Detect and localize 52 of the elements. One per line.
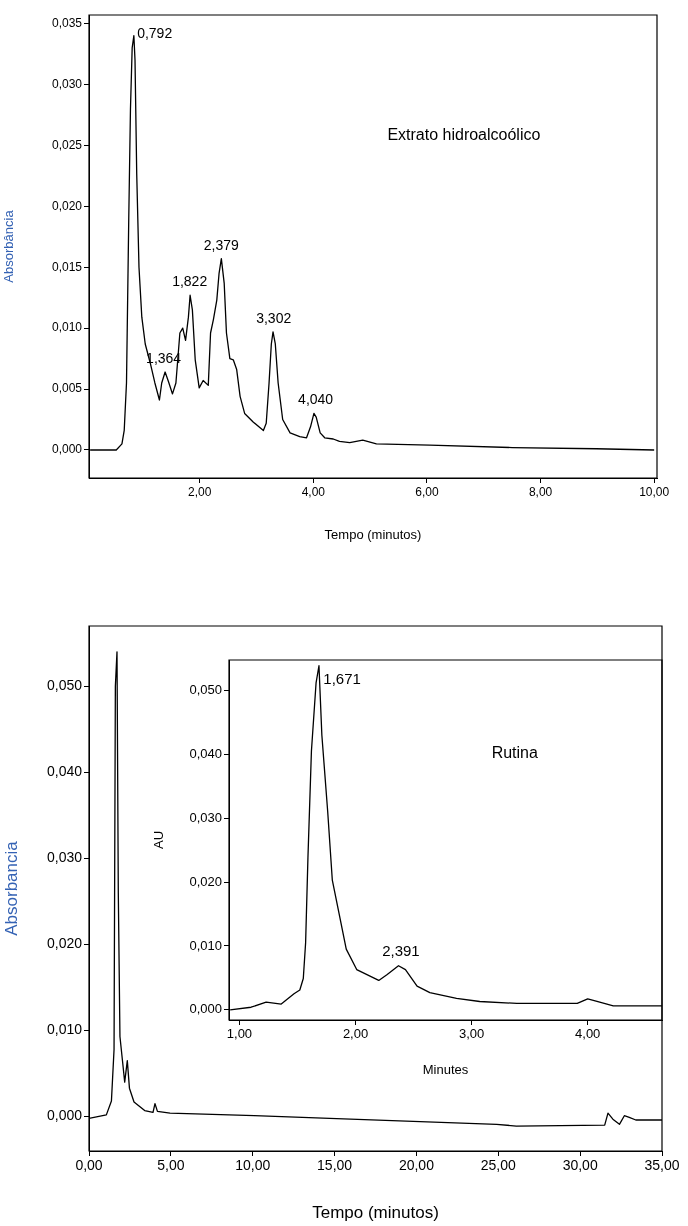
- y-tick-label: 0,020: [189, 873, 222, 889]
- y-tick-label: 0,030: [189, 809, 222, 825]
- x-tick-label: 35,00: [644, 1157, 680, 1174]
- annotation: 2,379: [203, 236, 240, 253]
- y-tick-label: 0,010: [46, 1021, 83, 1038]
- y-tick-label: 0,020: [46, 935, 83, 952]
- x-tick-label: 15,00: [317, 1157, 353, 1174]
- y-axis-title: Absorbancia: [1, 840, 21, 936]
- x-tick-label: 30,00: [562, 1157, 598, 1174]
- x-tick-label: 4,00: [301, 484, 326, 499]
- x-tick-label: 1,00: [226, 1026, 253, 1042]
- annotation: 2,391: [382, 942, 420, 960]
- y-tick-label: 0,010: [189, 937, 222, 953]
- annotation: 3,302: [256, 309, 292, 326]
- annotation: 1,822: [172, 273, 208, 290]
- x-tick-label: 20,00: [398, 1157, 435, 1174]
- x-tick-label: 3,00: [458, 1026, 485, 1042]
- y-tick-label: 0,000: [51, 442, 83, 457]
- x-axis-title: Tempo (minutos): [324, 526, 422, 542]
- x-tick-label: 2,00: [188, 484, 212, 499]
- x-tick-label: 10,00: [639, 484, 670, 499]
- x-tick-label: 10,00: [235, 1157, 271, 1174]
- x-tick-label: 6,00: [415, 484, 439, 499]
- x-axis-title: Minutes: [422, 1061, 469, 1077]
- annotation: 4,040: [298, 391, 334, 408]
- y-tick-label: 0,040: [189, 746, 222, 762]
- annotation: 1,671: [323, 669, 361, 687]
- y-axis-title: AU: [151, 830, 167, 850]
- y-tick-label: 0,005: [51, 381, 83, 396]
- x-tick-label: 2,00: [342, 1026, 369, 1042]
- x-tick-label: 8,00: [528, 484, 553, 499]
- y-tick-label: 0,030: [51, 76, 83, 91]
- y-tick-label: 0,050: [189, 682, 222, 698]
- y-axis-title: Absorbância: [1, 209, 17, 283]
- y-tick-label: 0,010: [51, 320, 83, 335]
- y-tick-label: 0,000: [46, 1107, 83, 1124]
- y-tick-label: 0,040: [46, 763, 83, 780]
- x-axis-title: Tempo (minutos): [312, 1203, 439, 1223]
- annotation: Extrato hidroalcoólico: [387, 125, 541, 143]
- annotation: Rutina: [491, 744, 539, 762]
- x-tick-label: 25,00: [480, 1157, 517, 1174]
- y-tick-label: 0,020: [51, 198, 83, 213]
- y-tick-label: 0,035: [51, 15, 83, 30]
- y-tick-label: 0,000: [189, 1001, 222, 1017]
- x-tick-label: 0,00: [75, 1157, 103, 1174]
- x-tick-label: 4,00: [575, 1026, 601, 1042]
- y-tick-label: 0,025: [51, 137, 83, 152]
- annotation: 0,792: [137, 24, 173, 41]
- x-tick-label: 5,00: [157, 1157, 185, 1174]
- y-tick-label: 0,050: [46, 677, 83, 694]
- y-tick-label: 0,030: [46, 849, 83, 866]
- y-tick-label: 0,015: [51, 259, 83, 274]
